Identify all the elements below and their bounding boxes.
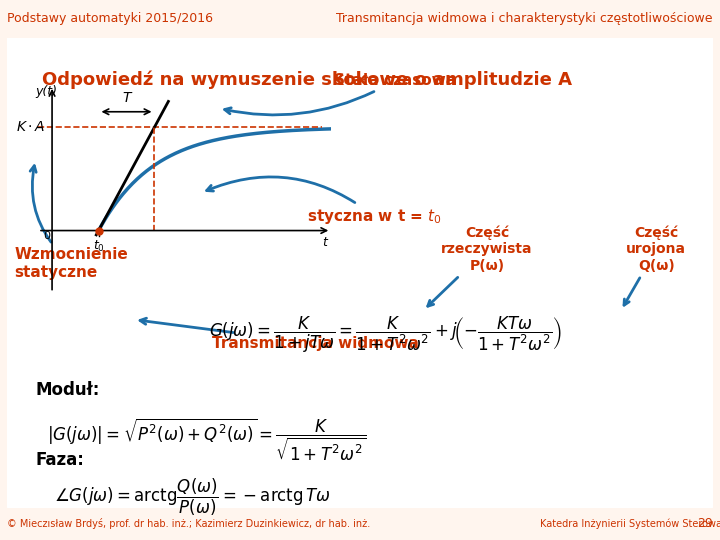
Text: t: t [322, 237, 327, 249]
Text: Transmitancja widmowa i charakterystyki częstotliwościowe: Transmitancja widmowa i charakterystyki … [336, 12, 713, 25]
Text: Faza:: Faza: [35, 451, 84, 469]
FancyBboxPatch shape [4, 36, 716, 510]
Text: $t_0$: $t_0$ [93, 239, 104, 254]
Text: Wzmocnienie
statyczne: Wzmocnienie statyczne [14, 166, 128, 280]
Text: 0: 0 [43, 231, 50, 241]
Text: Część
urojona
Q(ω): Część urojona Q(ω) [624, 226, 686, 305]
Text: Stała czasowa: Stała czasowa [225, 72, 456, 115]
Text: Transmitancja widmowa: Transmitancja widmowa [140, 318, 419, 350]
Text: y(t): y(t) [36, 85, 58, 98]
Text: T: T [122, 91, 131, 105]
Text: $G(j\omega)=\dfrac{K}{1+jT\omega}=\dfrac{K}{1+T^2\omega^2}+j\!\left(-\dfrac{KT\o: $G(j\omega)=\dfrac{K}{1+jT\omega}=\dfrac… [209, 315, 562, 355]
Text: Podstawy automatyki 2015/2016: Podstawy automatyki 2015/2016 [7, 12, 213, 25]
Text: $\angle G(j\omega)=\mathrm{arctg}\dfrac{Q(\omega)}{P(\omega)}=-\mathrm{arctg}\,T: $\angle G(j\omega)=\mathrm{arctg}\dfrac{… [54, 477, 331, 518]
Text: Część
rzeczywista
P(ω): Część rzeczywista P(ω) [428, 226, 533, 306]
Text: styczna w t = $t_0$: styczna w t = $t_0$ [207, 177, 441, 226]
Text: Katedra Inżynierii Systemów Sterowania: Katedra Inżynierii Systemów Sterowania [540, 518, 720, 529]
Text: Odpowiedź na wymuszenie skokowe o amplitudzie A: Odpowiedź na wymuszenie skokowe o amplit… [42, 71, 572, 89]
Text: $K \cdot A$: $K \cdot A$ [17, 120, 46, 134]
Text: Moduł:: Moduł: [35, 381, 100, 399]
Text: 29: 29 [697, 517, 713, 530]
Text: © Mieczısław Brdyś, prof. dr hab. inż.; Kazimierz Duzinkiewicz, dr hab. inż.: © Mieczısław Brdyś, prof. dr hab. inż.; … [7, 518, 371, 529]
Text: $\left|G(j\omega)\right|=\sqrt{P^2(\omega)+Q^2(\omega)}=\dfrac{K}{\sqrt{1+T^2\om: $\left|G(j\omega)\right|=\sqrt{P^2(\omeg… [47, 417, 366, 464]
